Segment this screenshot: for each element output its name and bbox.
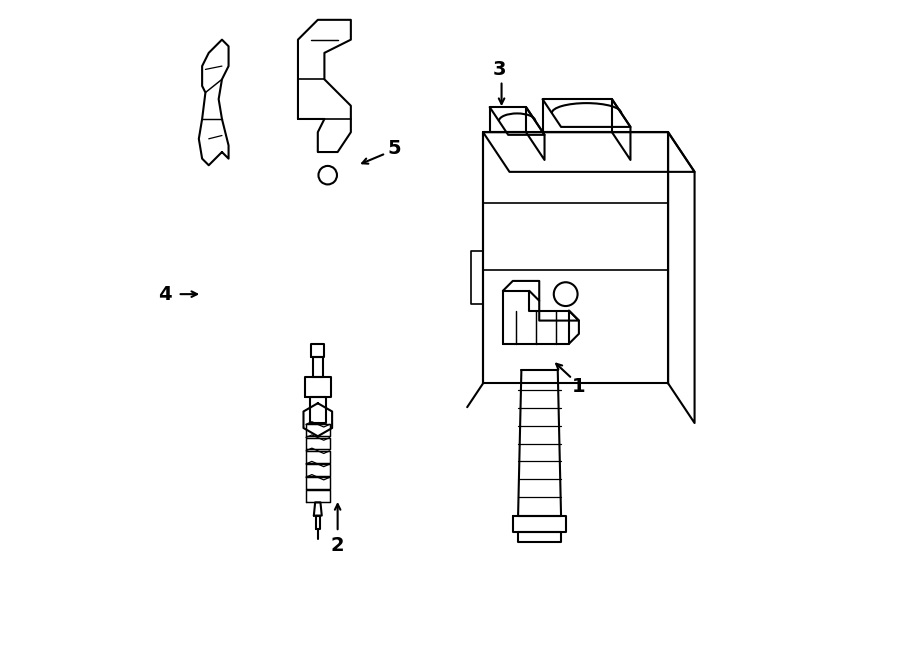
Text: 1: 1 (572, 377, 586, 396)
Text: 2: 2 (331, 536, 345, 555)
Text: 3: 3 (493, 60, 507, 79)
Text: 4: 4 (158, 285, 171, 303)
Text: 5: 5 (387, 139, 400, 158)
